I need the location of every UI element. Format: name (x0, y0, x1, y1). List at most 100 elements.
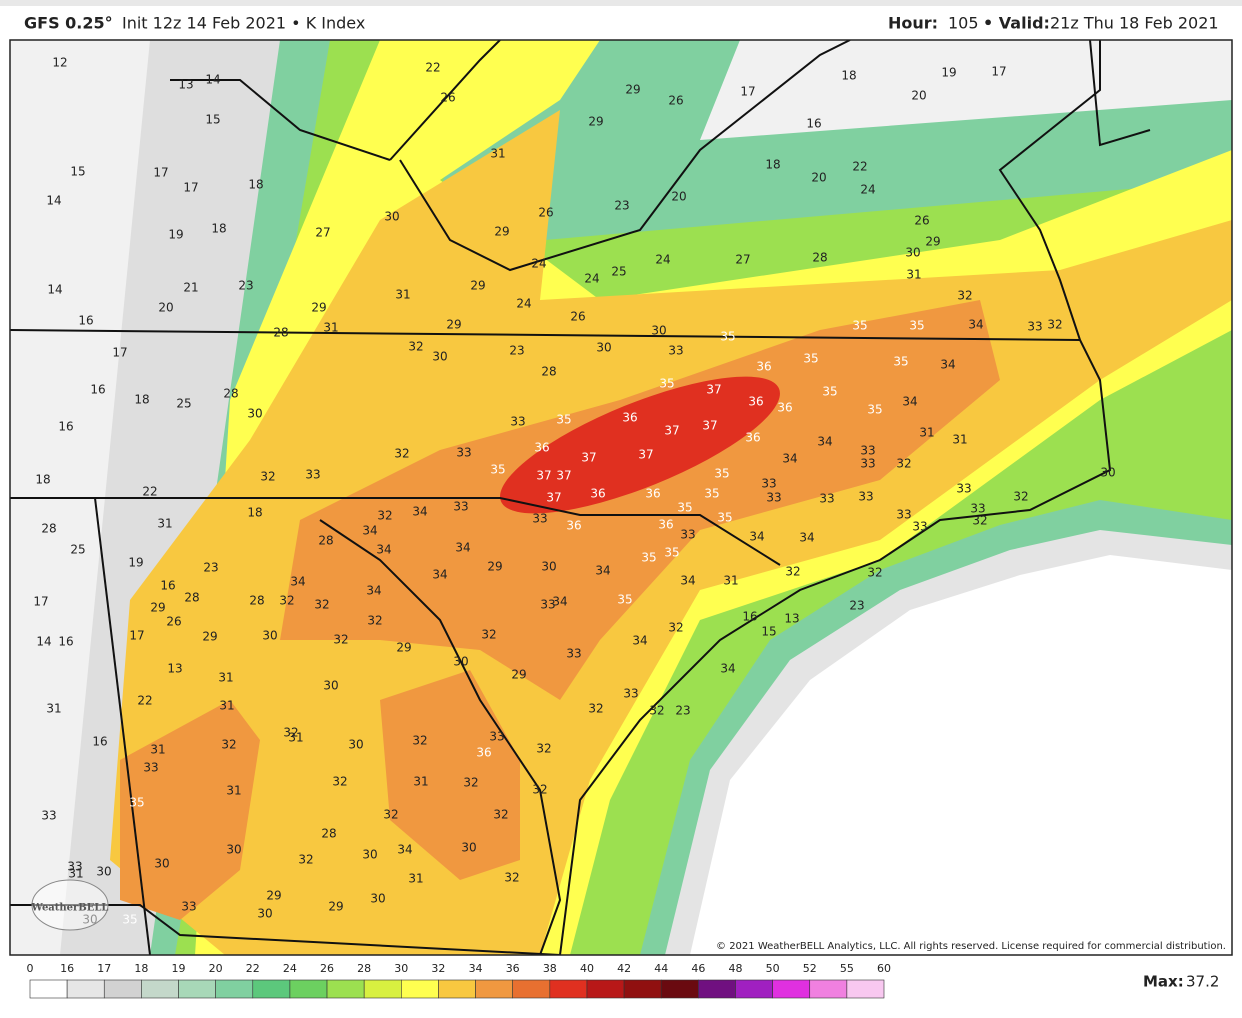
k-index-label: 35 (641, 551, 656, 565)
k-index-label: 34 (290, 575, 305, 589)
k-index-label: 35 (704, 487, 719, 501)
k-index-label: 32 (1013, 490, 1028, 504)
k-index-label: 31 (906, 268, 921, 282)
k-index-label: 34 (366, 584, 381, 598)
k-index-label: 16 (78, 314, 93, 328)
k-index-label: 37 (556, 469, 571, 483)
k-index-label: 33 (860, 457, 875, 471)
k-index-label: 34 (595, 564, 610, 578)
k-index-label: 33 (860, 444, 875, 458)
k-index-label: 22 (425, 61, 440, 75)
k-index-label: 29 (150, 601, 165, 615)
k-index-label: 34 (940, 358, 955, 372)
colorbar-swatch (438, 979, 476, 999)
k-index-label: 37 (638, 448, 653, 462)
hour: 105 (948, 14, 979, 33)
k-index-label: 32 (367, 614, 382, 628)
colorbar-swatch (660, 979, 699, 999)
k-index-label: 20 (811, 171, 826, 185)
k-index-label: 32 (867, 566, 882, 580)
colorbar-tick-label: 44 (654, 962, 668, 975)
k-index-label: 35 (893, 355, 908, 369)
k-index-label: 35 (803, 352, 818, 366)
k-index-label: 16 (160, 579, 175, 593)
k-index-label: 34 (412, 505, 427, 519)
k-index-label: 30 (432, 350, 447, 364)
k-index-label: 29 (470, 279, 485, 293)
k-index-label: 36 (756, 360, 771, 374)
k-index-label: 36 (622, 411, 637, 425)
k-index-label: 30 (154, 857, 169, 871)
k-index-label: 30 (370, 892, 385, 906)
k-index-label: 28 (321, 827, 336, 841)
colorbar-tick-label: 19 (172, 962, 186, 975)
k-index-label: 17 (991, 65, 1006, 79)
k-index-label: 36 (566, 519, 581, 533)
colorbar-swatch (549, 979, 588, 999)
k-index-label: 26 (538, 206, 553, 220)
k-index-label: 20 (158, 301, 173, 315)
colorbar-tick-label: 18 (134, 962, 148, 975)
k-index-label: 32 (383, 808, 398, 822)
k-index-label: 37 (581, 451, 596, 465)
k-index-label: 32 (493, 808, 508, 822)
k-index-label: 30 (362, 848, 377, 862)
k-index-label: 18 (247, 506, 262, 520)
k-index-label: 31 (288, 731, 303, 745)
k-index-label: 32 (588, 702, 603, 716)
k-index-label: 31 (150, 743, 165, 757)
k-index-label: 22 (142, 485, 157, 499)
k-index-label: 23 (509, 344, 524, 358)
k-index-label: 32 (333, 633, 348, 647)
k-index-label: 14 (36, 635, 51, 649)
k-index-label: 36 (745, 431, 760, 445)
k-index-label: 17 (33, 595, 48, 609)
colorbar-tick-label: 24 (283, 962, 297, 975)
k-index-label: 22 (852, 160, 867, 174)
k-index-label: 33 (532, 512, 547, 526)
k-index-label: 31 (723, 574, 738, 588)
border-va-nc (10, 329, 1081, 341)
colorbar-tick-label: 46 (691, 962, 705, 975)
k-index-label: 31 (226, 784, 241, 798)
colorbar-tick-label: 22 (246, 962, 260, 975)
k-index-label: 30 (905, 246, 920, 260)
k-index-label: 35 (867, 403, 882, 417)
top-shadow (0, 0, 1242, 6)
k-index-label: 31 (46, 702, 61, 716)
k-index-label: 34 (799, 531, 814, 545)
k-index-label: 35 (822, 385, 837, 399)
k-index-label: 32 (412, 734, 427, 748)
k-index-label: 33 (489, 730, 504, 744)
k-index-label: 26 (570, 310, 585, 324)
k-index-label: 36 (590, 487, 605, 501)
k-index-label: 18 (248, 178, 263, 192)
k-index-label: 32 (298, 853, 313, 867)
k-index-label: 29 (511, 668, 526, 682)
colorbar-swatch (475, 979, 513, 999)
valid-label: • Valid: (983, 14, 1050, 33)
colorbar-tick-label: 48 (728, 962, 742, 975)
colorbar-swatch (623, 979, 662, 999)
k-index-label: 30 (384, 210, 399, 224)
k-index-label: 30 (96, 865, 111, 879)
k-index-label: 14 (205, 73, 220, 87)
k-index-label: 32 (504, 871, 519, 885)
k-index-label: 29 (588, 115, 603, 129)
k-index-label: 33 (766, 491, 781, 505)
k-index-label: 17 (740, 85, 755, 99)
colorbar-tick-label: 20 (209, 962, 223, 975)
colorbar-tick-label: 28 (357, 962, 371, 975)
model: GFS 0.25° (24, 14, 113, 33)
k-index-label: 29 (328, 900, 343, 914)
k-index-label: 26 (440, 91, 455, 105)
k-index-label: 17 (183, 181, 198, 195)
k-index-label: 34 (749, 530, 764, 544)
k-index-label: 36 (658, 518, 673, 532)
k-index-label: 16 (58, 635, 73, 649)
k-index-label: 16 (806, 117, 821, 131)
colorbar-tick-label: 17 (97, 962, 111, 975)
field-red (500, 376, 780, 514)
k-index-label: 18 (765, 158, 780, 172)
k-index-label: 33 (761, 477, 776, 491)
